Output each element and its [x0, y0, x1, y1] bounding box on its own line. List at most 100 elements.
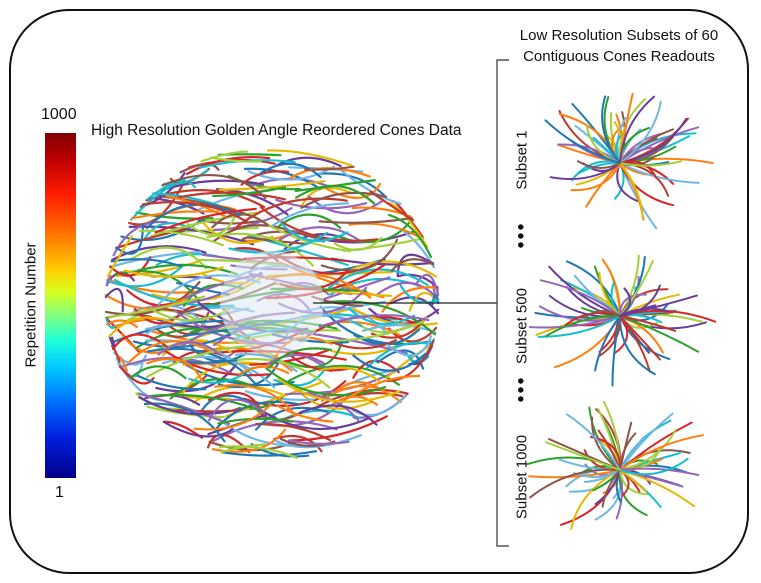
cone-trajectory [141, 201, 250, 224]
subset-trajectory [619, 287, 631, 317]
cone-trajectory [221, 450, 318, 457]
cone-trajectory [137, 392, 231, 425]
cone-trajectory [243, 167, 321, 190]
cone-trajectory [113, 278, 235, 308]
subset-trajectory [583, 310, 621, 319]
subset-trajectory [619, 436, 645, 471]
subset-trajectory [618, 469, 648, 517]
cone-trajectory [259, 162, 322, 179]
subset-trajectory [585, 162, 621, 208]
subset-500-burst [528, 254, 717, 387]
cone-trajectory [278, 213, 342, 229]
subset-trajectory [528, 469, 621, 479]
cone-trajectory [317, 172, 388, 199]
cone-trajectory [219, 445, 298, 459]
cone-trajectory [399, 284, 440, 304]
subset-trajectory [619, 160, 658, 179]
cone-trajectory [136, 374, 207, 391]
cone-trajectory [318, 366, 381, 383]
highlight-disk [220, 251, 324, 355]
cone-trajectory [115, 228, 188, 250]
cone-trajectory [325, 321, 424, 343]
cone-trajectory [193, 403, 272, 431]
cone-trajectory [131, 210, 220, 220]
cone-trajectory [143, 402, 226, 443]
cone-trajectory [169, 377, 259, 400]
cone-trajectory [129, 246, 208, 270]
cone-trajectory [138, 229, 224, 247]
cone-trajectory [149, 211, 262, 238]
subset-trajectory [576, 160, 621, 169]
cone-trajectory [105, 318, 117, 329]
subset-trajectory [591, 416, 621, 471]
cone-trajectory [275, 156, 342, 168]
cone-trajectory [307, 195, 383, 215]
cone-trajectory [290, 355, 350, 372]
cone-trajectory [304, 165, 355, 171]
cone-trajectory [408, 292, 440, 312]
cone-trajectory [266, 354, 325, 366]
cone-trajectory [273, 368, 327, 387]
cone-trajectory [108, 316, 176, 338]
colorbar-min-label: 1 [55, 484, 64, 501]
cone-trajectory [276, 404, 334, 423]
cone-trajectory [111, 344, 121, 363]
cone-trajectory [107, 295, 206, 318]
subset-trajectory [619, 162, 644, 219]
cone-trajectory [295, 184, 376, 205]
cone-trajectory [266, 149, 353, 167]
cone-trajectory [188, 367, 254, 384]
cone-trajectory [106, 264, 185, 288]
cone-trajectory [352, 352, 427, 372]
cone-trajectory [325, 182, 382, 199]
subset-trajectory [545, 441, 621, 471]
cone-trajectory [136, 263, 239, 276]
cone-trajectory [366, 341, 434, 369]
cone-trajectory [330, 339, 397, 350]
subset-trajectory [619, 160, 683, 167]
subset-trajectory [619, 315, 661, 361]
subset-trajectory [601, 95, 621, 164]
cone-trajectory [386, 335, 432, 357]
subset-trajectory [601, 469, 621, 508]
cone-trajectory [111, 245, 207, 261]
cone-trajectory [320, 238, 399, 272]
subset-trajectory [576, 161, 621, 175]
cone-trajectory [212, 186, 286, 198]
cone-trajectory [285, 392, 360, 422]
subset-trajectory [528, 315, 621, 329]
cone-trajectory [259, 206, 379, 242]
cone-trajectory [145, 189, 266, 209]
cone-trajectory [128, 340, 215, 363]
cone-trajectory [217, 417, 294, 425]
cone-trajectory [109, 256, 152, 277]
subset-trajectory [565, 413, 621, 471]
cone-trajectory [268, 347, 332, 369]
cone-trajectory [129, 365, 187, 380]
cone-trajectory [164, 350, 270, 377]
bracket [496, 59, 509, 547]
subset-trajectory [619, 162, 700, 184]
subset-trajectory [619, 467, 700, 476]
subset-trajectory [619, 95, 656, 164]
cone-trajectory [214, 384, 296, 417]
cone-trajectory [196, 218, 263, 225]
cone-trajectory [104, 281, 201, 316]
cone-trajectory [200, 150, 249, 163]
cone-trajectory [348, 308, 416, 325]
cone-trajectory [300, 191, 388, 209]
cone-trajectory [318, 314, 430, 328]
subset-trajectory [619, 260, 654, 317]
cone-trajectory [257, 407, 371, 431]
cone-trajectory [145, 203, 241, 230]
cone-trajectory [375, 281, 440, 301]
cone-trajectory [220, 443, 266, 454]
cone-trajectory [145, 344, 254, 378]
subset-trajectory [619, 434, 704, 471]
cone-trajectory [238, 365, 290, 376]
cone-trajectory [271, 202, 350, 227]
cone-trajectory [351, 394, 407, 417]
cone-trajectory [331, 381, 384, 397]
